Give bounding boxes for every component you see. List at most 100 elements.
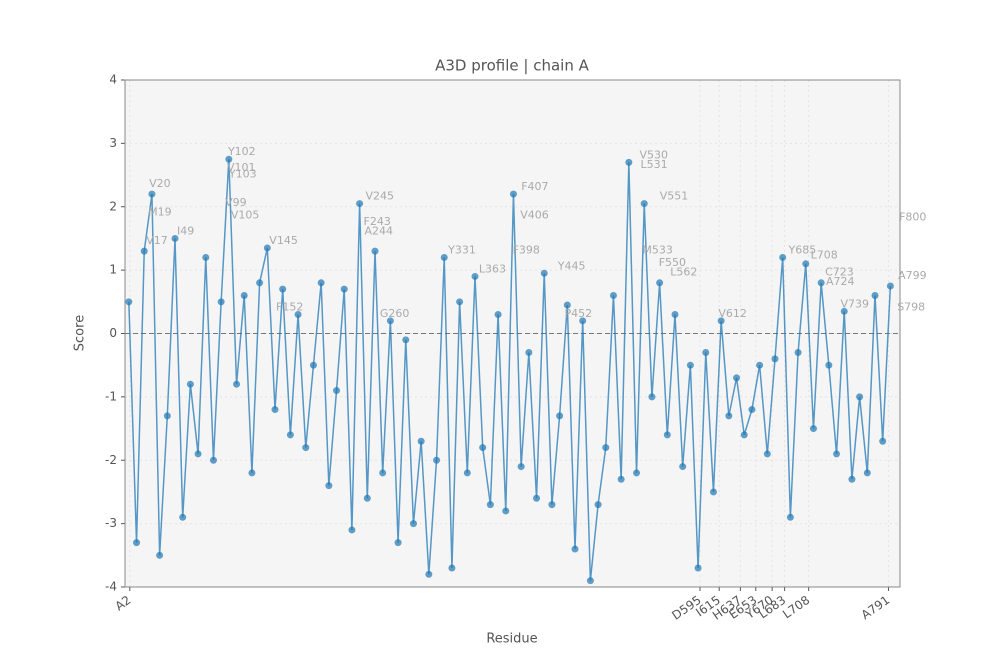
point: [263, 244, 271, 252]
point: [440, 253, 448, 261]
point: [794, 349, 802, 357]
point: [294, 310, 302, 318]
point: [856, 393, 864, 401]
annotation: V551: [660, 190, 689, 203]
point: [640, 200, 648, 208]
point: [871, 291, 879, 299]
point: [709, 488, 717, 496]
annotation: L363: [479, 262, 506, 275]
annotation: A799: [898, 269, 927, 282]
annotation: L708: [811, 249, 838, 262]
point: [179, 513, 187, 521]
point: [563, 301, 571, 309]
annotation: M19: [148, 205, 172, 218]
annotation: L562: [670, 266, 697, 279]
point: [848, 475, 856, 483]
point: [756, 361, 764, 369]
point: [833, 450, 841, 458]
point: [825, 361, 833, 369]
point: [702, 349, 710, 357]
annotation: F152: [276, 300, 303, 313]
chart-title: A3D profile | chain A: [435, 57, 589, 75]
point: [494, 310, 502, 318]
point: [725, 412, 733, 420]
annotation: P452: [565, 307, 593, 320]
point: [763, 450, 771, 458]
point: [663, 431, 671, 439]
y-tick-label: -3: [105, 516, 117, 530]
score-line: [128, 159, 892, 581]
point: [694, 564, 702, 572]
annotation: V101: [227, 161, 256, 174]
annotation: V245: [365, 190, 394, 203]
annotation: F407: [521, 180, 548, 193]
y-tick-label: 4: [109, 73, 117, 87]
point: [479, 444, 487, 452]
point: [202, 253, 210, 261]
point: [433, 456, 441, 464]
point: [356, 200, 364, 208]
point: [233, 380, 241, 388]
point: [840, 307, 848, 315]
point: [602, 444, 610, 452]
point: [156, 551, 164, 559]
annotation: V145: [269, 234, 298, 247]
annotation: V612: [718, 307, 747, 320]
annotation: Y102: [227, 145, 256, 158]
point: [348, 526, 356, 534]
annotation: A724: [826, 275, 855, 288]
point: [286, 431, 294, 439]
annotation: Y685: [788, 243, 817, 256]
annotation: V17: [146, 234, 168, 247]
point: [517, 463, 525, 471]
point: [409, 520, 417, 528]
point: [548, 501, 556, 509]
y-tick-label: -1: [105, 389, 117, 403]
point: [733, 374, 741, 382]
point: [594, 501, 602, 509]
annotation: S798: [897, 300, 925, 313]
point: [648, 393, 656, 401]
point: [186, 380, 194, 388]
point: [879, 437, 887, 445]
point: [679, 463, 687, 471]
point: [786, 513, 794, 521]
point: [863, 469, 871, 477]
point: [471, 272, 479, 280]
point: [240, 291, 248, 299]
point: [686, 361, 694, 369]
point: [386, 317, 394, 325]
point: [579, 317, 587, 325]
annotation: C723: [825, 266, 854, 279]
x-axis-label: Residue: [486, 632, 537, 647]
point: [748, 406, 756, 414]
point: [363, 494, 371, 502]
annotation: V530: [640, 148, 669, 161]
point: [371, 247, 379, 255]
point: [609, 291, 617, 299]
point: [656, 279, 664, 287]
y-axis-label: Score: [73, 315, 88, 351]
point: [556, 412, 564, 420]
point: [248, 469, 256, 477]
point: [886, 282, 894, 290]
y-tick-label: 3: [109, 136, 117, 150]
point: [140, 247, 148, 255]
point: [540, 269, 548, 277]
point: [379, 469, 387, 477]
point: [463, 469, 471, 477]
x-tick-label: A791: [859, 593, 893, 622]
annotation: F800: [899, 210, 926, 223]
annotation: V20: [149, 177, 171, 190]
point: [209, 456, 217, 464]
point: [171, 234, 179, 242]
point: [225, 155, 233, 163]
point: [325, 482, 333, 490]
point: [256, 279, 264, 287]
point: [271, 406, 279, 414]
point: [317, 279, 325, 287]
point: [779, 253, 787, 261]
point: [486, 501, 494, 509]
point: [671, 310, 679, 318]
